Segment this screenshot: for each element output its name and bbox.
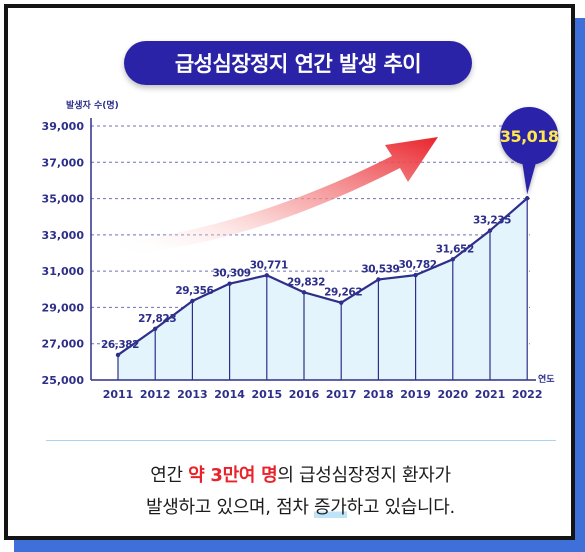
y-tick-labels: 25,000 27,000 29,000 31,000 33,000 35,000 37,0… xyxy=(42,120,85,387)
caption-text: 발생하고 있으며, 점차 xyxy=(146,497,315,518)
y-tick-label: 29,000 xyxy=(42,301,85,314)
y-tick-label: 37,000 xyxy=(42,156,85,169)
caption-line-1: 연간 약 3만여 명의 급성심장정지 환자가 xyxy=(38,460,563,492)
caption-text: 하고 있습니다. xyxy=(346,497,456,518)
caption-text: 의 급성심장정지 환자가 xyxy=(277,465,451,486)
data-point xyxy=(450,257,455,262)
data-point xyxy=(525,196,530,201)
x-tick-label: 2012 xyxy=(140,388,171,401)
data-point xyxy=(487,228,493,233)
data-point xyxy=(227,281,232,286)
data-label: 33,235 xyxy=(473,215,511,227)
data-point xyxy=(153,326,158,331)
divider xyxy=(46,440,556,441)
x-tick-label: 2015 xyxy=(251,388,282,401)
caption-line-2: 발생하고 있으며, 점차 증가하고 있습니다. xyxy=(38,492,563,524)
data-label: 30,309 xyxy=(213,268,251,280)
data-label: 26,382 xyxy=(101,339,139,351)
trend-arrow-icon xyxy=(118,137,438,254)
x-axis-label: 연도 xyxy=(538,374,555,385)
area-fill xyxy=(118,198,528,380)
data-point xyxy=(376,277,381,282)
chart-title: 급성심장정지 연간 발생 추이 xyxy=(124,41,472,85)
x-tick-label: 2016 xyxy=(289,388,320,401)
x-tick-labels: 2011 2012 2013 2014 2015 2016 2017 2018 2019 2020… xyxy=(103,388,543,401)
x-tick-label: 2019 xyxy=(400,388,431,401)
highlight-pointer xyxy=(522,162,537,195)
y-tick-label: 27,000 xyxy=(42,338,85,351)
data-label: 29,262 xyxy=(324,287,362,299)
x-tick-label: 2017 xyxy=(326,388,357,401)
caption-highlight: 약 3만여 명 xyxy=(188,465,278,486)
data-point xyxy=(264,273,269,278)
series-line xyxy=(115,196,530,358)
y-tick-label: 31,000 xyxy=(42,265,85,278)
y-tick-label: 35,000 xyxy=(42,193,85,206)
y-tick-label: 25,000 xyxy=(42,374,85,387)
y-tick-label: 39,000 xyxy=(42,120,85,133)
data-label: 30,771 xyxy=(250,259,288,271)
drop-lines xyxy=(117,198,528,380)
y-tick-label: 33,000 xyxy=(42,229,85,242)
x-tick-label: 2011 xyxy=(103,388,134,401)
x-tick-label: 2013 xyxy=(177,388,208,401)
highlight-bubble: 35,018 xyxy=(500,107,559,195)
data-label: 30,539 xyxy=(361,264,399,276)
x-tick-label: 2018 xyxy=(363,388,394,401)
x-tick-label: 2021 xyxy=(475,388,506,401)
data-label: 31,652 xyxy=(436,243,474,255)
caption-underlined: 증가 xyxy=(314,497,347,518)
caption: 연간 약 3만여 명의 급성심장정지 환자가 발생하고 있으며, 점차 증가하고… xyxy=(38,460,563,524)
area-fill-shape xyxy=(118,198,528,380)
data-point xyxy=(339,300,344,305)
y-axis-label: 발생자 수(명) xyxy=(66,99,119,111)
axes xyxy=(90,118,536,381)
data-point xyxy=(301,290,307,295)
data-label: 29,356 xyxy=(175,285,213,297)
highlight-circle xyxy=(500,107,559,165)
highlight-bubble-shape xyxy=(500,107,559,195)
x-tick-label: 2014 xyxy=(214,388,245,401)
data-label: 27,823 xyxy=(138,313,176,325)
data-point xyxy=(413,272,418,278)
x-tick-label: 2020 xyxy=(437,388,468,401)
data-label: 29,832 xyxy=(287,276,325,288)
series-polyline xyxy=(117,197,528,356)
data-point xyxy=(115,352,121,358)
x-tick-label: 2022 xyxy=(512,388,543,401)
highlight-value-label: 35,018 xyxy=(500,127,559,146)
data-label: 30,782 xyxy=(399,259,437,271)
caption-text: 연간 xyxy=(150,465,189,486)
data-point xyxy=(190,298,195,304)
